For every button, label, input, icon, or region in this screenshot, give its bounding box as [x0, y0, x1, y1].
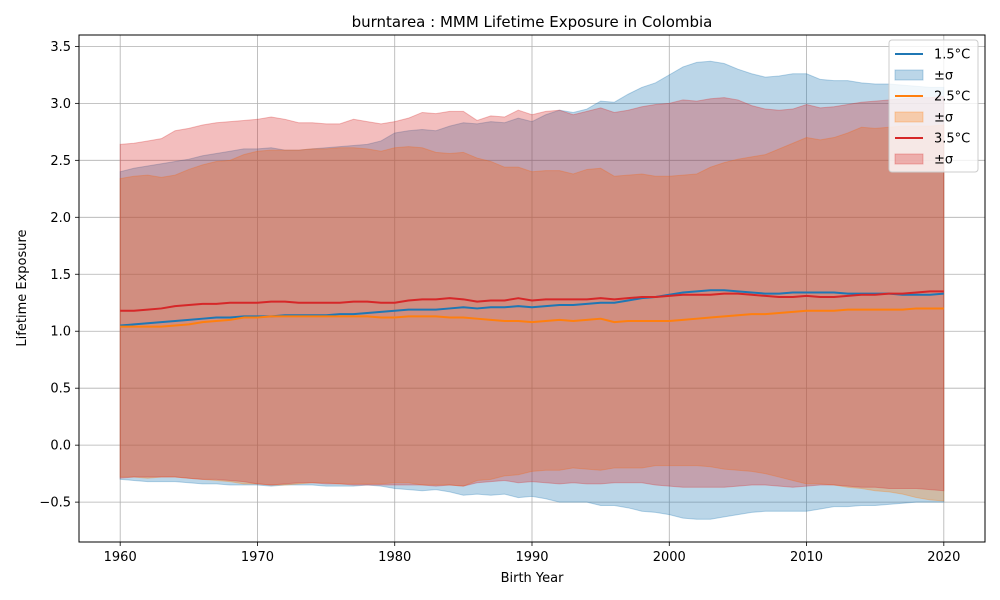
- legend-band-swatch: [894, 69, 924, 81]
- gridlines: [79, 35, 985, 542]
- y-tick-label: 3.0: [50, 97, 71, 112]
- y-tick-label: 2.0: [50, 211, 71, 226]
- legend-band-label: ±σ: [934, 111, 953, 126]
- legend-label: 1.5°C: [934, 48, 970, 63]
- x-tick-label: 2000: [653, 550, 686, 565]
- x-tick-label: 1990: [515, 550, 548, 565]
- x-tick-label: 2010: [790, 550, 823, 565]
- legend-label: 3.5°C: [934, 132, 970, 147]
- x-axis-ticks: 1960 1970 1980 1990 2000 2010 2020: [104, 542, 960, 565]
- mean-line-series-0: [120, 289, 944, 327]
- y-tick-label: 3.5: [50, 40, 71, 55]
- chart-title: burntarea : MMM Lifetime Exposure in Col…: [352, 13, 713, 31]
- y-tick-label: −0.5: [39, 496, 71, 511]
- legend-band-label: ±σ: [934, 153, 953, 168]
- y-tick-label: 0.5: [50, 382, 71, 397]
- series-lines: [120, 289, 944, 328]
- y-tick-label: 2.5: [50, 154, 71, 169]
- legend-band-swatch: [894, 111, 924, 123]
- y-axis-ticks: −0.5 0.0 0.5 1.0 1.5 2.0 2.5 3.0 3.5: [39, 40, 79, 511]
- y-tick-label: 1.0: [50, 325, 71, 340]
- y-tick-label: 0.0: [50, 439, 71, 454]
- x-tick-label: 1960: [104, 550, 137, 565]
- legend-band-swatch: [894, 153, 924, 165]
- sigma-bands: [119, 60, 945, 520]
- x-tick-label: 1970: [241, 550, 274, 565]
- mean-line-series-1: [120, 307, 944, 328]
- mean-line-series-2: [120, 290, 944, 312]
- y-axis-label: Lifetime Exposure: [15, 229, 30, 346]
- sigma-band-series-2: [119, 95, 945, 492]
- x-tick-label: 2020: [927, 550, 960, 565]
- legend: 1.5°C ±σ 2.5°C ±σ 3.5°C ±σ: [888, 39, 979, 173]
- legend-label: 2.5°C: [934, 90, 970, 105]
- x-tick-label: 1980: [378, 550, 411, 565]
- sigma-band-series-0: [119, 60, 945, 520]
- y-tick-label: 1.5: [50, 268, 71, 283]
- x-axis-label: Birth Year: [501, 571, 565, 586]
- sigma-band-series-1: [119, 124, 945, 502]
- legend-band-label: ±σ: [934, 69, 953, 84]
